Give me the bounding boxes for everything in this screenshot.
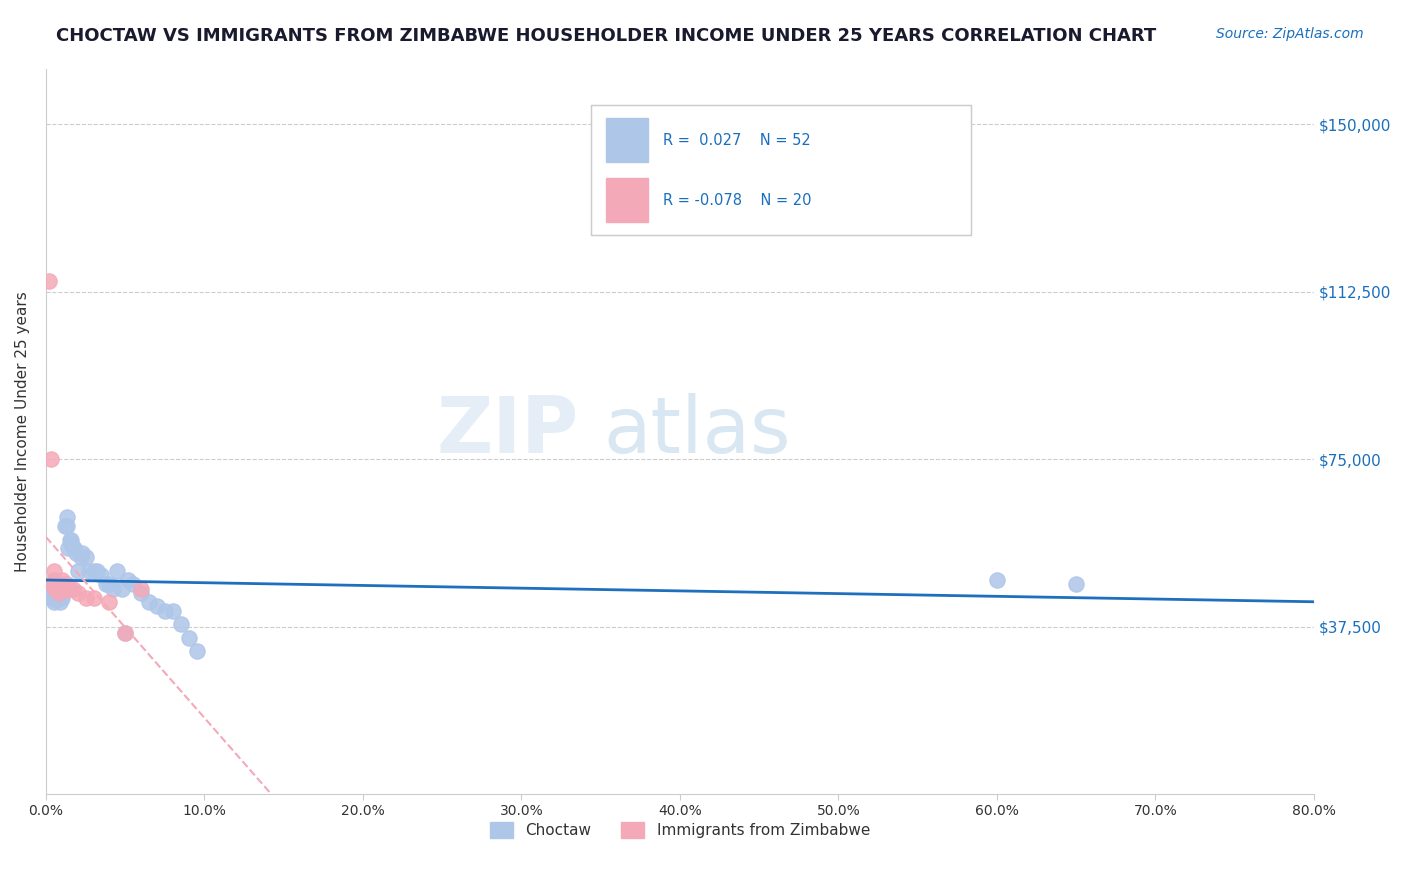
Point	[39, 452, 62, 467]
Point	[52, 586, 75, 600]
Point	[49, 595, 72, 609]
Point	[56, 541, 79, 556]
Point	[129, 582, 152, 596]
Point	[96, 577, 118, 591]
Point	[986, 573, 1008, 587]
Point	[53, 577, 76, 591]
Point	[44, 582, 66, 596]
Point	[60, 533, 83, 547]
Point	[51, 591, 73, 605]
Point	[98, 577, 121, 591]
Point	[42, 595, 65, 609]
Y-axis label: Householder Income Under 25 years: Householder Income Under 25 years	[15, 291, 30, 572]
Point	[72, 546, 94, 560]
Point	[60, 537, 83, 551]
Point	[122, 577, 145, 591]
Text: Source: ZipAtlas.com: Source: ZipAtlas.com	[1216, 27, 1364, 41]
Point	[65, 546, 87, 560]
Point	[38, 274, 60, 288]
Point	[51, 573, 73, 587]
Point	[98, 595, 121, 609]
Point	[38, 582, 60, 596]
Point	[83, 564, 105, 578]
Point	[56, 582, 79, 596]
Point	[42, 577, 65, 591]
Text: ZIP: ZIP	[436, 393, 578, 469]
Point	[75, 550, 97, 565]
Point	[153, 604, 176, 618]
Point	[62, 541, 84, 556]
Point	[90, 568, 112, 582]
Point	[77, 564, 100, 578]
Text: CHOCTAW VS IMMIGRANTS FROM ZIMBABWE HOUSEHOLDER INCOME UNDER 25 YEARS CORRELATIO: CHOCTAW VS IMMIGRANTS FROM ZIMBABWE HOUS…	[56, 27, 1157, 45]
Point	[46, 577, 69, 591]
Point	[75, 591, 97, 605]
Point	[83, 591, 105, 605]
Point	[55, 519, 77, 533]
Point	[51, 582, 73, 596]
Point	[117, 573, 139, 587]
Point	[101, 582, 124, 596]
Point	[63, 541, 86, 556]
Point	[69, 550, 91, 565]
Point	[53, 519, 76, 533]
Point	[105, 564, 128, 578]
Point	[114, 626, 136, 640]
Point	[186, 644, 208, 658]
Point	[46, 592, 69, 607]
Point	[44, 588, 66, 602]
Point	[42, 564, 65, 578]
Point	[41, 577, 63, 591]
Point	[59, 582, 82, 596]
Point	[86, 564, 108, 578]
Point	[42, 573, 65, 587]
Point	[1064, 577, 1087, 591]
Point	[55, 510, 77, 524]
Point	[129, 586, 152, 600]
Point	[41, 586, 63, 600]
Point	[55, 577, 77, 591]
Point	[48, 582, 70, 596]
Point	[66, 586, 89, 600]
Point	[46, 586, 69, 600]
Point	[48, 591, 70, 605]
Point	[62, 582, 84, 596]
Point	[114, 626, 136, 640]
Point	[111, 582, 134, 596]
Legend: Choctaw, Immigrants from Zimbabwe: Choctaw, Immigrants from Zimbabwe	[484, 816, 876, 845]
Point	[39, 591, 62, 605]
Point	[44, 582, 66, 596]
Point	[162, 604, 184, 618]
Point	[48, 586, 70, 600]
Point	[138, 595, 160, 609]
Point	[59, 533, 82, 547]
Text: atlas: atlas	[603, 393, 792, 469]
Point	[177, 631, 200, 645]
Point	[49, 586, 72, 600]
Point	[170, 617, 193, 632]
Point	[66, 564, 89, 578]
Point	[146, 599, 169, 614]
